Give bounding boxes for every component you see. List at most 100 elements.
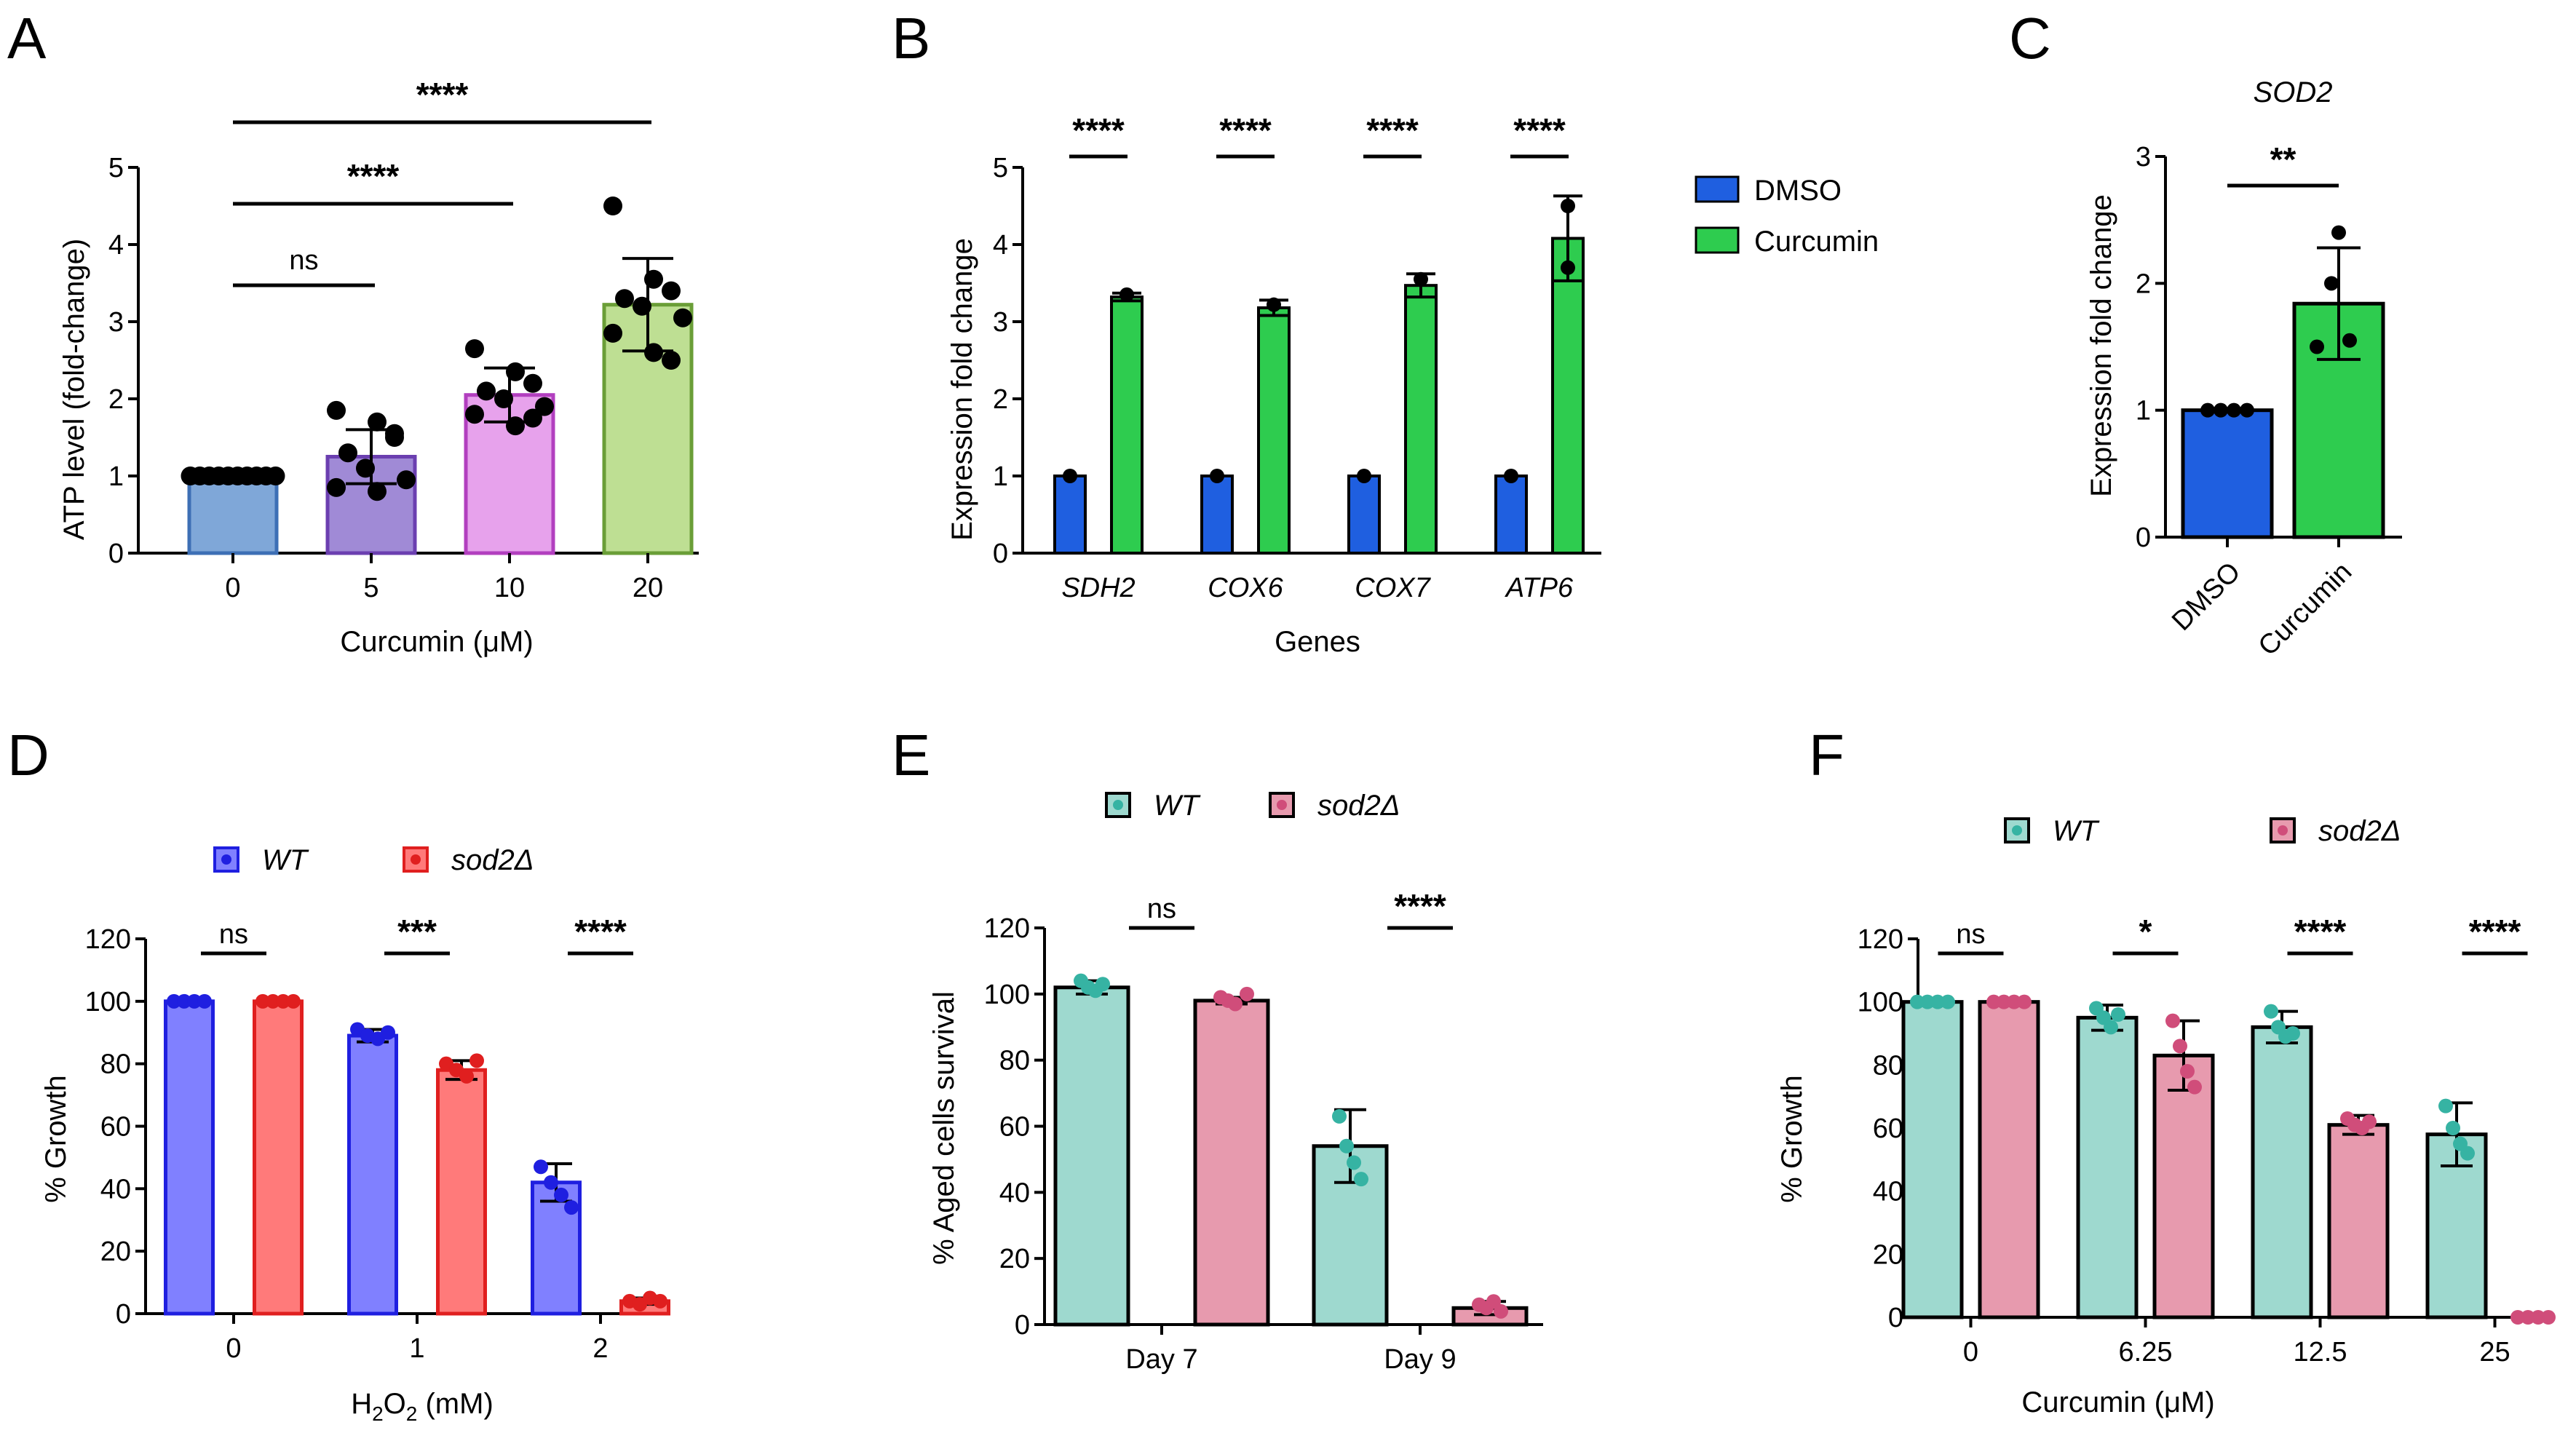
point-f <box>1997 994 2011 1009</box>
x-tick-label-f: 25 <box>2479 1337 2510 1367</box>
bar-f-0-25 <box>2425 1132 2488 1319</box>
point-f <box>2180 1064 2195 1079</box>
sig-label-c: ** <box>2270 140 2296 178</box>
y-tick-label: 120 <box>984 913 1030 944</box>
point-d <box>469 1053 484 1068</box>
panel-label-b: B <box>892 6 930 71</box>
point-d <box>564 1200 579 1215</box>
point-e <box>1095 977 1110 992</box>
point-f <box>2531 1310 2545 1325</box>
x-tick-label-e: Day 7 <box>1125 1344 1197 1375</box>
panel-label-f: F <box>1809 723 1844 787</box>
y-tick-label: 40 <box>999 1178 1030 1208</box>
bar-e-0-Day 9 <box>1312 1144 1389 1327</box>
point-d <box>177 993 191 1009</box>
y-tick-label: 20 <box>100 1236 131 1267</box>
point-a <box>368 412 387 432</box>
point-c <box>2200 402 2215 418</box>
bar-b-curcumin-cox6 <box>1257 306 1291 555</box>
legend-label-d: WT <box>262 844 309 876</box>
bar-e-0-Day 7 <box>1053 985 1130 1327</box>
x-tick-label-f: 12.5 <box>2294 1337 2347 1367</box>
point-d <box>187 993 202 1009</box>
xlabel-f: Curcumin (μM) <box>2021 1386 2214 1418</box>
x-tick-label-d: 1 <box>409 1333 424 1364</box>
y-tick-label: 5 <box>993 153 1008 183</box>
x-tick-label-b: COX7 <box>1355 573 1431 603</box>
x-tick-label-a: 0 <box>225 573 240 603</box>
y-tick-label: 40 <box>100 1174 131 1204</box>
panel-label-c: C <box>2009 6 2051 71</box>
point-b <box>1504 469 1518 483</box>
point-f <box>2173 1039 2187 1054</box>
legend-label-d: sod2Δ <box>451 844 534 876</box>
point-a <box>603 197 622 215</box>
point-a <box>368 482 387 501</box>
y-tick-label: 60 <box>999 1112 1030 1143</box>
bar-a-0 <box>187 474 279 555</box>
point-d <box>459 1068 474 1084</box>
y-tick-label: 0 <box>116 1299 131 1330</box>
sig-label-e: ns <box>1147 894 1176 924</box>
point-a <box>506 416 525 436</box>
sig-label-f: ns <box>1956 919 1985 950</box>
panel-label-a: A <box>7 6 47 71</box>
point-f <box>2104 1020 2118 1035</box>
legend-swatch-d-1 <box>403 846 429 873</box>
point-f <box>1941 994 1955 1009</box>
point-b <box>1063 469 1077 483</box>
y-tick-label: 120 <box>1858 924 1903 955</box>
point-a <box>603 323 622 343</box>
panel-label-e: E <box>892 723 930 787</box>
point-d <box>653 1293 667 1309</box>
x-tick-label-a: 20 <box>633 573 663 603</box>
ylabel-e: % Aged cells survival <box>928 991 960 1265</box>
point-c <box>2342 333 2357 348</box>
point-b <box>1210 469 1224 483</box>
legend-swatch-d-0 <box>213 846 239 873</box>
y-tick-label: 60 <box>100 1112 131 1143</box>
point-e <box>1240 986 1254 1001</box>
y-tick-label: 100 <box>1858 988 1903 1018</box>
point-b <box>1357 469 1371 483</box>
point-d <box>286 993 301 1009</box>
y-tick-label: 40 <box>1873 1177 1903 1207</box>
sig-label-f: **** <box>2469 913 2521 950</box>
bar-d-1-0 <box>253 999 304 1316</box>
point-b <box>1561 260 1575 275</box>
point-e <box>1228 996 1243 1012</box>
y-tick-label: 20 <box>999 1244 1030 1274</box>
sig-label-b: **** <box>1366 111 1419 149</box>
point-a <box>356 459 375 478</box>
point-a <box>644 269 663 289</box>
xlabel-d: H2O2 (mM) <box>351 1388 494 1425</box>
bar-f-0-6.25 <box>2076 1015 2139 1319</box>
point-a <box>327 477 346 497</box>
sig-label-d: *** <box>397 913 437 950</box>
legend-marker-f-1 <box>2278 825 2288 835</box>
y-tick-label: 4 <box>108 230 124 261</box>
title-c: SOD2 <box>2254 76 2333 108</box>
point-a <box>465 339 484 359</box>
bar-c-dmso <box>2181 408 2274 539</box>
y-tick-label: 2 <box>108 384 124 415</box>
x-tick-label-c: DMSO <box>2166 557 2246 637</box>
legend-label-b: DMSO <box>1754 175 1842 207</box>
panel-label-d: D <box>7 723 49 787</box>
y-tick-label: 0 <box>1015 1310 1030 1341</box>
sig-label-e: **** <box>1394 887 1446 925</box>
point-f <box>1930 994 1945 1009</box>
x-tick-label-e: Day 9 <box>1384 1344 1456 1375</box>
bar-e-1-Day 7 <box>1193 999 1270 1327</box>
point-a <box>397 470 416 490</box>
legend-marker-d-1 <box>411 854 421 865</box>
y-tick-label: 100 <box>984 980 1030 1010</box>
legend-swatch-b-dmso <box>1695 175 1740 203</box>
point-d <box>167 993 181 1009</box>
legend-marker-d-0 <box>221 854 231 865</box>
y-tick-label: 20 <box>1873 1239 1903 1270</box>
point-a <box>494 389 513 408</box>
y-tick-label: 1 <box>993 461 1008 492</box>
point-e <box>1332 1108 1347 1124</box>
